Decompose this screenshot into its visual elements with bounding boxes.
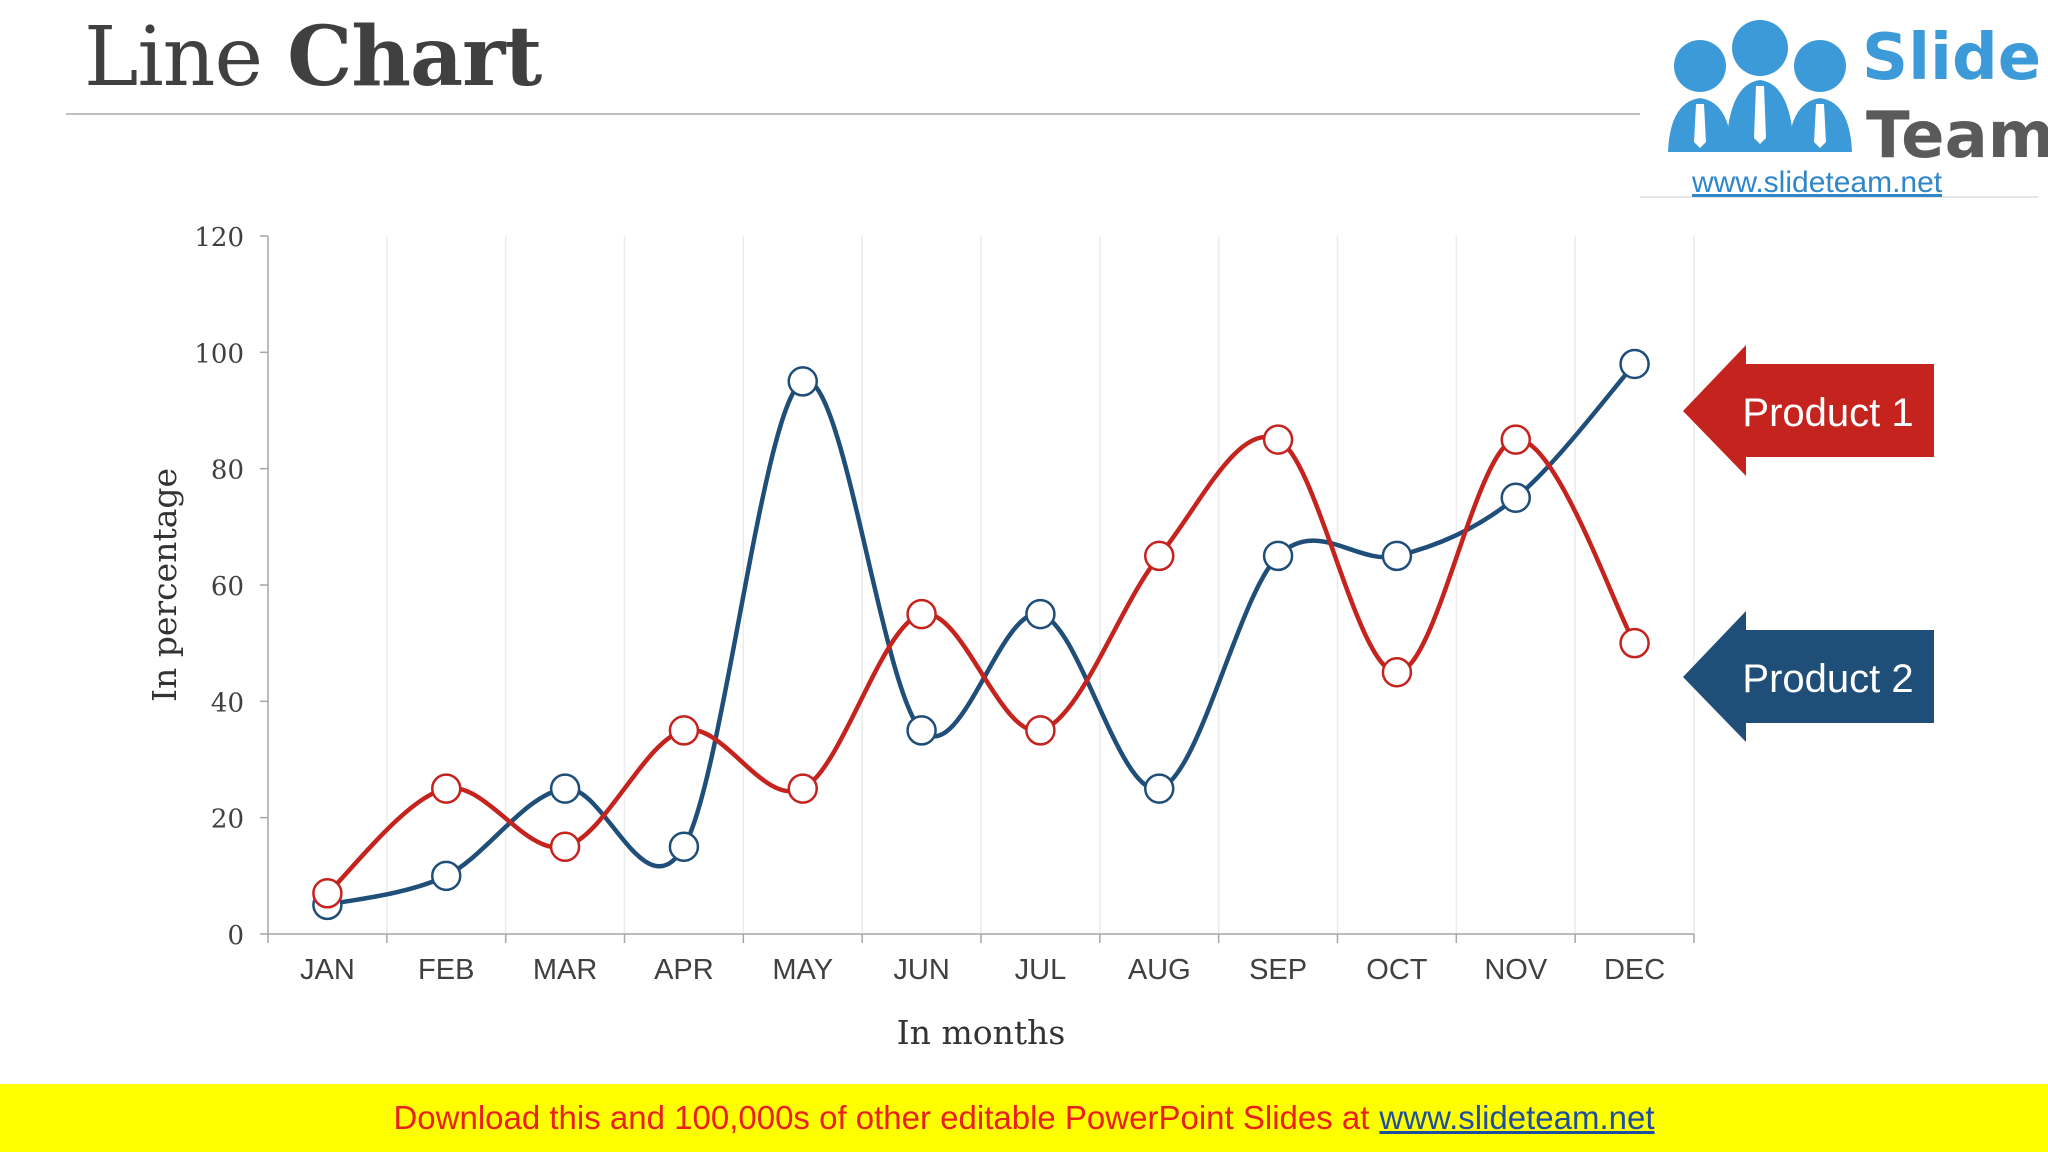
y-tick-label: 60 (211, 572, 244, 602)
footer-text: Download this and 100,000s of other edit… (393, 1099, 1370, 1136)
data-point-product-2 (1381, 540, 1413, 572)
data-point-product-1 (1144, 540, 1175, 572)
data-point-product-1 (1619, 627, 1650, 659)
data-point-product-1 (1500, 424, 1531, 455)
y-tick-label: 100 (194, 339, 244, 369)
data-point-product-2 (1500, 482, 1531, 513)
logo-word-team: Team (1866, 99, 2048, 173)
title-light: Line (84, 10, 263, 105)
y-tick-label: 120 (194, 223, 244, 253)
y-tick-label: 0 (227, 921, 244, 951)
y-axis-label: In percentage (145, 468, 184, 702)
title-bold: Chart (287, 9, 542, 105)
data-point-product-2 (906, 715, 937, 746)
legend-arrow-product-1 (1683, 345, 1934, 476)
x-tick-label: FEB (418, 954, 474, 986)
data-point-product-1 (549, 831, 581, 862)
data-point-product-2 (1025, 598, 1056, 630)
legend-product-1: Product 1 (1683, 345, 1934, 476)
x-tick-label: AUG (1128, 954, 1191, 986)
legend-label-product-1: Product 1 (1742, 391, 1913, 435)
data-point-product-1 (1381, 657, 1413, 688)
page-title: Line Chart (84, 8, 542, 107)
x-tick-label: OCT (1366, 954, 1428, 986)
grid-lines (386, 236, 1695, 934)
data-point-product-1 (787, 773, 818, 804)
logo-url-link[interactable]: www.slideteam.net (1692, 166, 1943, 199)
logo-word-slide: Slide (1862, 21, 2042, 95)
x-tick-label: DEC (1604, 954, 1665, 986)
data-point-product-2 (431, 860, 462, 892)
title-divider (66, 113, 1640, 115)
data-point-product-1 (312, 878, 343, 909)
legend-product-2: Product 2 (1683, 611, 1934, 742)
data-point-product-2 (1144, 773, 1175, 804)
x-tick-label: APR (654, 954, 714, 986)
data-point-product-1 (1025, 715, 1056, 746)
data-point-product-2 (1262, 540, 1294, 572)
x-tick-label: JAN (300, 954, 355, 986)
x-tick-label: MAR (533, 954, 597, 986)
data-point-product-2 (787, 366, 818, 397)
data-point-product-2 (549, 773, 581, 804)
x-tick-label: JUN (893, 954, 949, 986)
slideteam-logo: Slide Team www.slideteam.net (1640, 12, 2048, 199)
line-chart: 0 20 40 60 80 100 120 JAN FEB MAR APR MAY JUN JUL AUG S… (145, 223, 1934, 1052)
series-line-product-2 (326, 362, 1637, 908)
x-tick-label: SEP (1249, 954, 1307, 986)
chart-axes: 0 20 40 60 80 100 120 JAN FEB MAR APR MAY JUN JUL AUG S… (194, 223, 1695, 986)
data-point-product-1 (1262, 424, 1294, 455)
y-tick-label: 40 (211, 688, 244, 718)
data-point-product-2 (1619, 348, 1650, 380)
x-tick-label: MAY (772, 954, 833, 986)
footer-banner: Download this and 100,000s of other edit… (0, 1084, 2048, 1152)
data-point-product-2 (668, 831, 700, 862)
x-axis-label: In months (897, 1013, 1066, 1052)
data-point-product-1 (431, 773, 462, 804)
data-point-product-1 (906, 598, 937, 630)
x-tick-label: NOV (1484, 954, 1548, 986)
y-tick-label: 20 (211, 805, 244, 835)
people-icon (1668, 20, 1852, 152)
legend-arrow-product-2 (1683, 611, 1934, 742)
legend-label-product-2: Product 2 (1742, 657, 1913, 701)
y-tick-label: 80 (211, 456, 244, 486)
x-tick-label: JUL (1015, 954, 1067, 986)
data-point-product-1 (668, 715, 700, 746)
chart-series (312, 348, 1650, 921)
footer-link[interactable]: www.slideteam.net (1379, 1099, 1655, 1136)
